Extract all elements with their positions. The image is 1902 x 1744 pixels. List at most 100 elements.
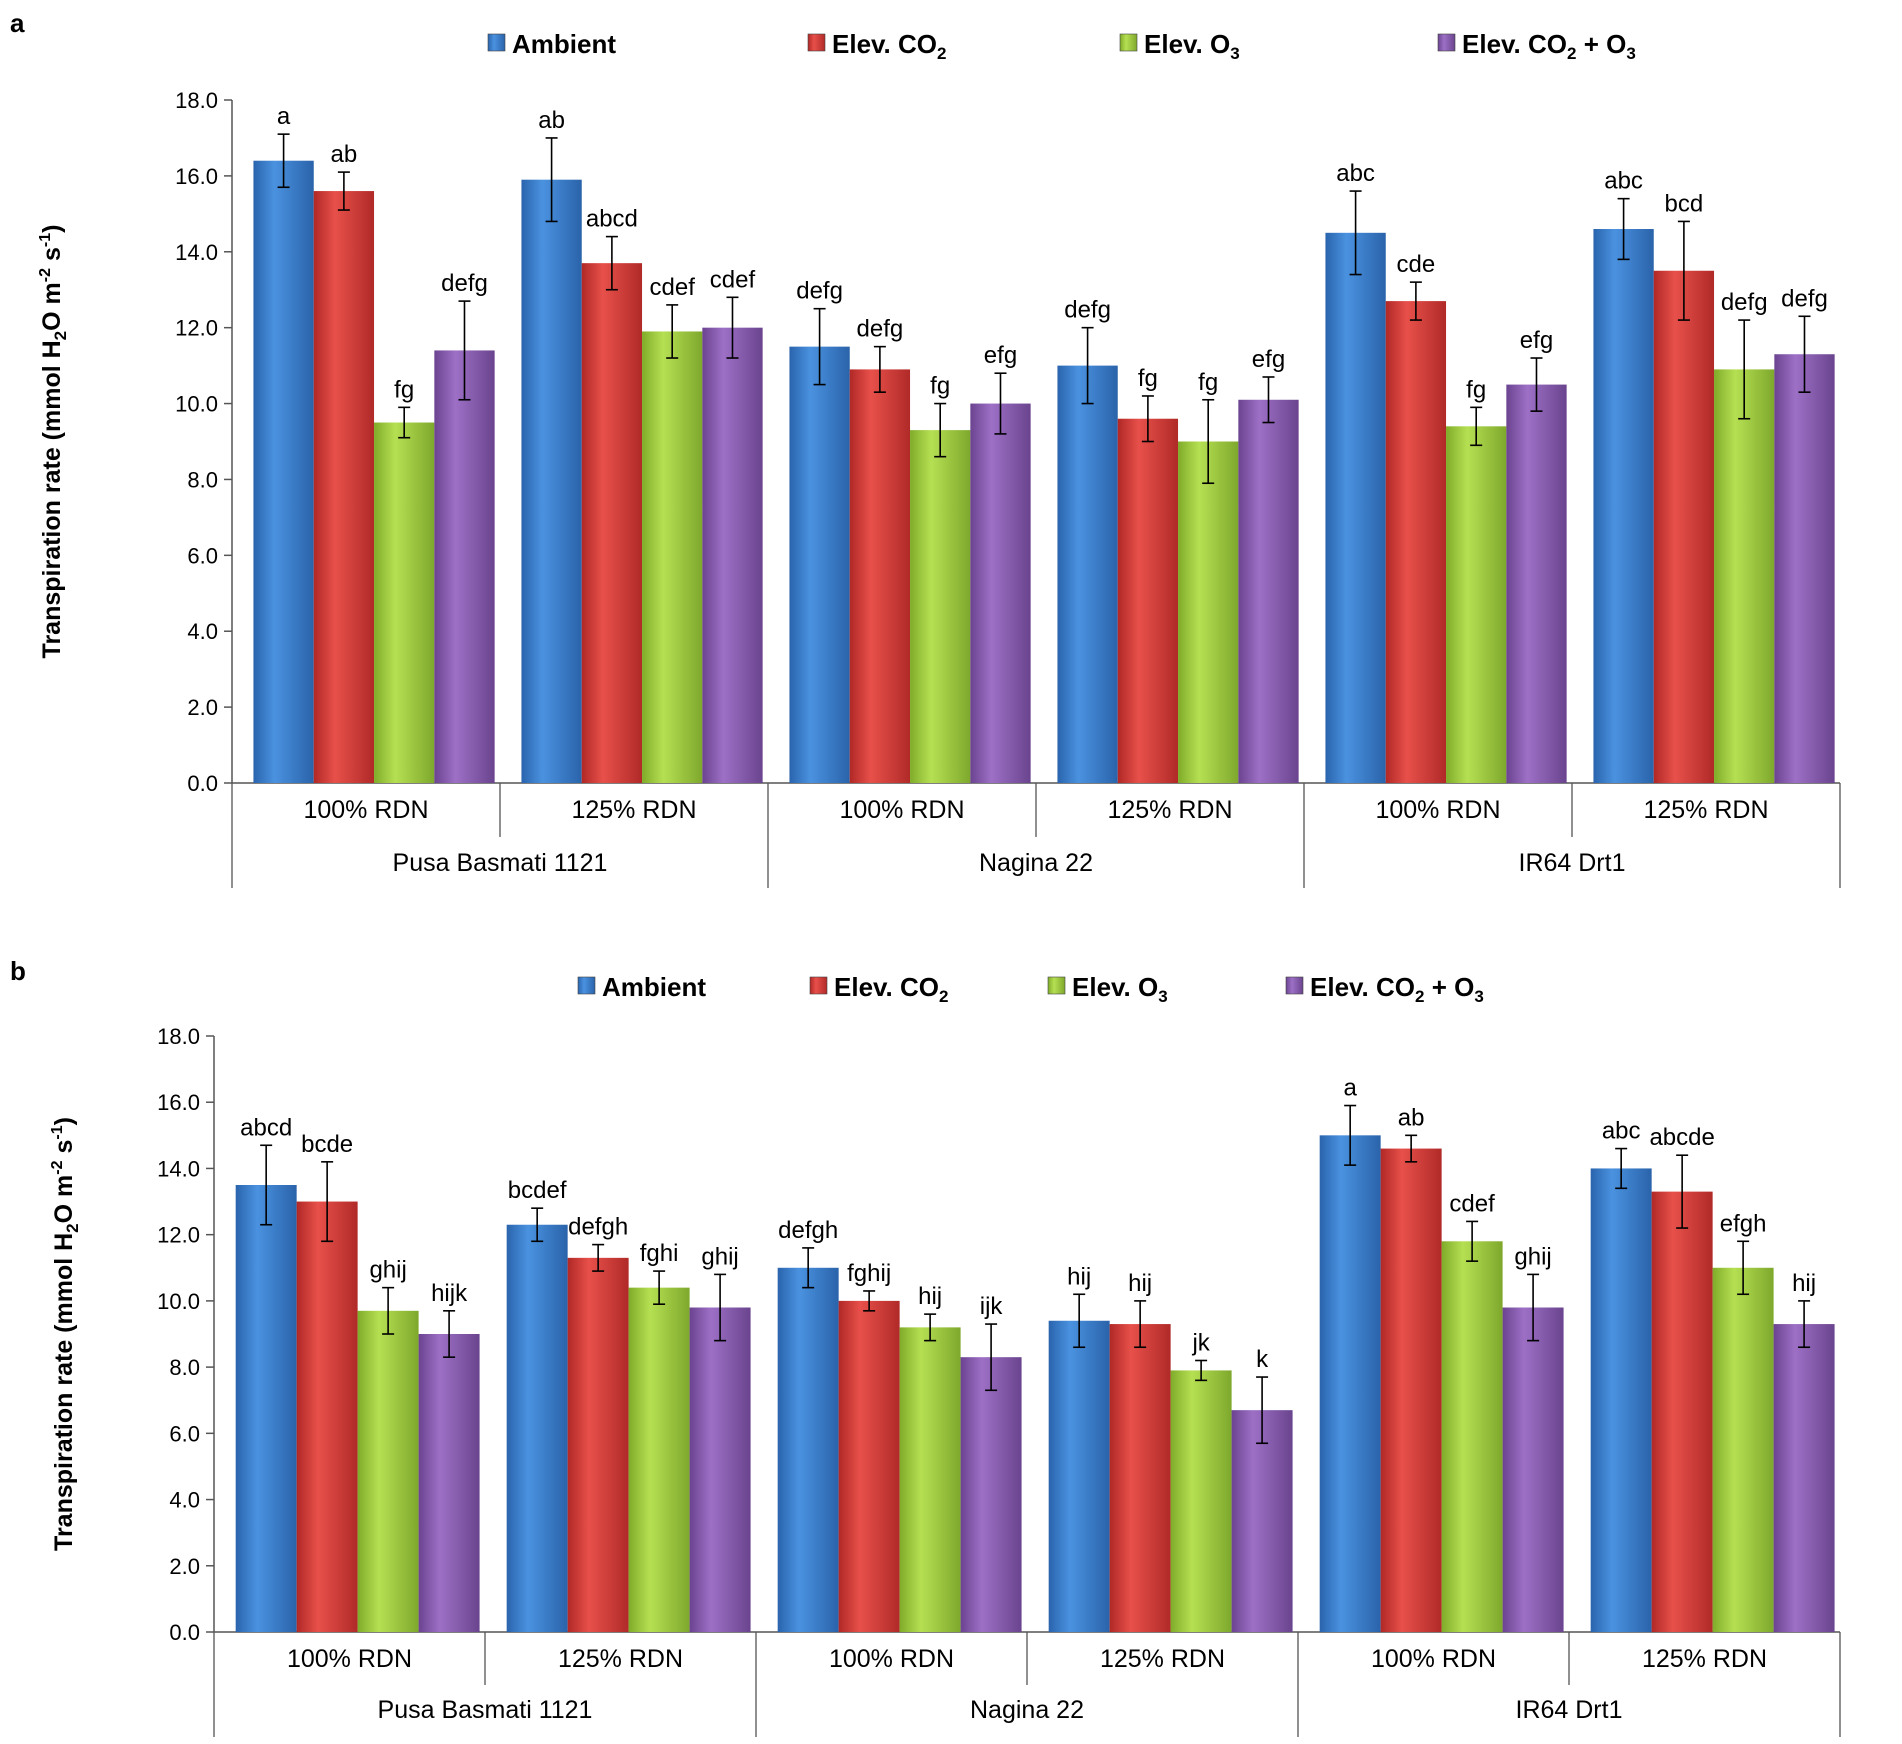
bar	[1712, 1267, 1774, 1632]
bar	[1653, 270, 1715, 783]
bar	[689, 1307, 751, 1632]
significance-letter: bcde	[301, 1131, 353, 1158]
x-category-label: 100% RDN	[839, 796, 964, 824]
bar	[1506, 384, 1567, 783]
significance-letter: cdef	[650, 274, 696, 301]
x-group-label: Nagina 22	[970, 1696, 1084, 1724]
significance-letter: fg	[930, 373, 950, 400]
significance-letter: defg	[857, 316, 904, 343]
significance-letter: abcd	[240, 1114, 292, 1141]
legend-swatch	[487, 33, 506, 52]
x-group-label: Nagina 22	[979, 849, 1093, 877]
significance-letter: ghij	[701, 1243, 738, 1270]
significance-letter: hij	[1067, 1263, 1091, 1290]
x-group-label: Pusa Basmati 1121	[393, 849, 608, 877]
bar	[777, 1267, 839, 1632]
legend-swatch	[809, 976, 828, 995]
significance-letter: ijk	[980, 1293, 1004, 1320]
x-category-label: 125% RDN	[558, 1645, 683, 1673]
bar	[1651, 1191, 1713, 1632]
bar	[1774, 354, 1835, 783]
significance-letter: ab	[538, 107, 565, 134]
significance-letter: fg	[394, 376, 414, 403]
x-category-label: 100% RDN	[287, 1645, 412, 1673]
bar	[1446, 426, 1507, 783]
bar	[1325, 232, 1386, 784]
x-group-label: Pusa Basmati 1121	[378, 1696, 593, 1724]
significance-letter: k	[1256, 1346, 1269, 1373]
bar	[357, 1310, 419, 1632]
significance-letter: efg	[1252, 346, 1285, 373]
legend-swatch	[1285, 976, 1304, 995]
legend-label: Ambient	[602, 972, 706, 1002]
bar	[253, 160, 314, 783]
bar	[1231, 1410, 1293, 1632]
y-tick-label: 0.0	[169, 1620, 200, 1645]
legend-label: Elev. CO2	[834, 972, 948, 1006]
significance-letter: defg	[1064, 297, 1111, 324]
bar	[1170, 1370, 1232, 1632]
significance-letter: fghij	[847, 1260, 891, 1287]
bar	[1238, 399, 1299, 783]
bar	[581, 263, 643, 783]
bar	[1590, 1168, 1652, 1632]
bar	[313, 191, 375, 784]
significance-letter: abc	[1602, 1118, 1641, 1145]
bar	[1117, 418, 1179, 783]
significance-letter: efgh	[1720, 1210, 1767, 1237]
y-axis-title: Transpiration rate (mmol H2O m-2 s-1)	[49, 1117, 82, 1551]
panel-b-chart: b Ambient Elev. CO2 Elev. O3 Elev. CO2 + O3 0…	[10, 956, 1841, 1737]
legend-label: Elev. CO2	[832, 29, 946, 63]
legend-swatch	[1119, 33, 1138, 52]
y-tick-label: 16.0	[157, 1090, 200, 1115]
legend-swatch	[577, 976, 596, 995]
bar	[899, 1327, 961, 1632]
x-category-label: 100% RDN	[829, 1645, 954, 1673]
legend-swatch	[807, 33, 826, 52]
y-tick-label: 8.0	[169, 1355, 200, 1380]
significance-letter: ghij	[369, 1257, 406, 1284]
y-tick-label: 6.0	[169, 1421, 200, 1446]
bar	[418, 1334, 480, 1632]
bar	[434, 350, 495, 783]
bar	[1057, 365, 1118, 783]
panel-a-chart: a Ambient Elev. CO2 Elev. O3 Elev. CO2 + O3 0…	[10, 8, 1841, 888]
legend-label: Elev. O3	[1072, 972, 1168, 1006]
significance-letter: abcde	[1649, 1124, 1714, 1151]
significance-letter: defg	[441, 270, 488, 297]
x-category-label: 125% RDN	[1643, 796, 1768, 824]
significance-letter: defg	[796, 278, 843, 305]
significance-letter: defg	[1781, 285, 1828, 312]
significance-letter: cdef	[1449, 1190, 1495, 1217]
x-group-label: IR64 Drt1	[1519, 849, 1626, 877]
x-category-label: 100% RDN	[1375, 796, 1500, 824]
bar	[702, 327, 763, 783]
y-tick-label: 10.0	[157, 1289, 200, 1314]
y-tick-label: 4.0	[187, 619, 218, 644]
significance-letter: fghi	[640, 1240, 679, 1267]
significance-letter: hij	[1128, 1270, 1152, 1297]
x-category-label: 100% RDN	[1371, 1645, 1496, 1673]
bar	[1714, 369, 1775, 783]
bar	[1441, 1241, 1503, 1632]
bar	[1109, 1324, 1171, 1632]
y-tick-label: 18.0	[157, 1024, 200, 1049]
bar	[1178, 441, 1239, 783]
significance-letter: ghij	[1514, 1243, 1551, 1270]
bar	[1380, 1148, 1442, 1632]
x-group-label: IR64 Drt1	[1516, 1696, 1623, 1724]
panel-label: a	[10, 8, 25, 38]
significance-letter: a	[1343, 1075, 1357, 1102]
significance-letter: abc	[1604, 168, 1643, 195]
significance-letter: fg	[1466, 376, 1486, 403]
significance-letter: ab	[331, 141, 358, 168]
legend-swatch	[1047, 976, 1066, 995]
significance-letter: efg	[1520, 327, 1553, 354]
legend-label: Ambient	[512, 29, 616, 59]
significance-letter: a	[277, 103, 291, 130]
significance-letter: cdef	[710, 266, 756, 293]
significance-letter: defgh	[568, 1214, 628, 1241]
significance-letter: ab	[1398, 1104, 1425, 1131]
bar	[374, 422, 435, 783]
